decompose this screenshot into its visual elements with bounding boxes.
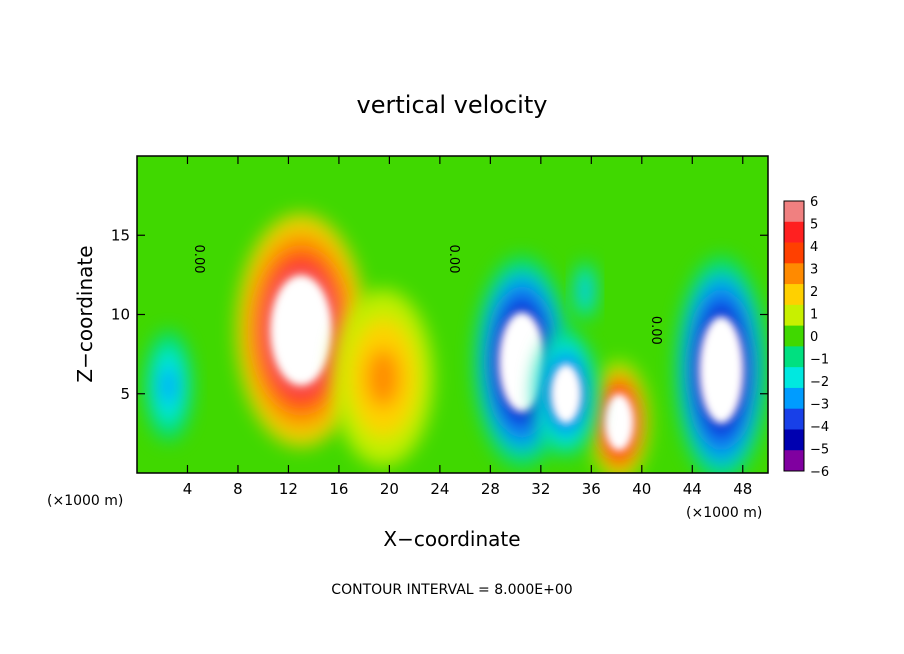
downdraft-core — [550, 364, 582, 424]
x-tick-label: 40 — [632, 480, 651, 498]
colorbar-label: −6 — [810, 465, 829, 480]
colorbar-swatch — [784, 325, 804, 347]
colorbar-swatch — [784, 304, 804, 327]
downdraft-band — [582, 285, 588, 296]
downdraft-cell — [144, 330, 193, 442]
x-tick-label: 28 — [481, 480, 500, 498]
colorbar-label: −5 — [810, 443, 829, 458]
x-tick-label: 16 — [329, 480, 348, 498]
x-unit-left: (×1000 m) — [47, 493, 123, 509]
x-tick-label: 48 — [733, 480, 752, 498]
y-axis: 5 10 15 — [111, 226, 768, 403]
chart-title: vertical velocity — [357, 91, 548, 119]
downdraft-core — [499, 312, 545, 412]
plot-background — [137, 156, 768, 473]
plot-area: 0.00 0.00 0.00 — [136, 155, 769, 474]
colorbar-swatch — [784, 387, 804, 410]
x-tick-label: 24 — [430, 480, 449, 498]
colorbar-swatch — [784, 242, 804, 264]
downdraft-core — [699, 316, 744, 424]
colorbar-swatch — [784, 408, 804, 430]
colorbar-label: −3 — [810, 398, 829, 413]
downdraft-band — [164, 376, 173, 396]
x-tick-label: 32 — [531, 480, 550, 498]
colorbar-label: −2 — [810, 375, 829, 390]
colorbar-label: 0 — [810, 330, 818, 345]
x-tick-label: 4 — [183, 480, 193, 498]
colorbar-frame — [783, 200, 805, 472]
colorbar-label: 3 — [810, 263, 818, 278]
colorbar-label: −4 — [810, 420, 829, 435]
x-unit-right: (×1000 m) — [686, 505, 762, 521]
x-tick-label: 44 — [683, 480, 702, 498]
y-axis-title: Z−coordinate — [73, 245, 97, 382]
x-tick-label: 36 — [582, 480, 601, 498]
y-tick-label: 5 — [120, 385, 130, 403]
colorbar-label: −1 — [810, 353, 829, 368]
x-tick-label: 8 — [233, 480, 243, 498]
velocity-field: 0.00 0.00 0.00 — [144, 213, 768, 473]
colorbar-swatch — [784, 429, 804, 451]
colorbar-swatch — [784, 450, 804, 472]
updraft-cell — [332, 289, 434, 467]
colorbar-label: 1 — [810, 308, 818, 323]
x-tick-label: 12 — [279, 480, 298, 498]
colorbar-label: 2 — [810, 285, 818, 300]
zero-contour-label: 0.00 — [446, 245, 461, 274]
colorbar-label: 6 — [810, 195, 818, 210]
colorbar-swatch — [784, 367, 804, 389]
colorbar-label: 4 — [810, 240, 818, 255]
colorbar: 6 5 4 3 2 1 0 −1 −2 −3 −4 −5 −6 — [783, 195, 829, 480]
colorbar-label: 5 — [810, 218, 818, 233]
updraft-core — [604, 393, 634, 451]
zero-contour-label: 0.00 — [648, 316, 663, 345]
y-tick-label: 10 — [111, 306, 130, 324]
y-tick-label: 15 — [111, 226, 130, 244]
updraft-band — [374, 363, 392, 393]
colorbar-swatch — [784, 201, 804, 223]
colorbar-swatch — [784, 284, 804, 306]
x-axis: 4 8 12 16 20 24 28 32 36 40 44 48 — [183, 156, 752, 498]
colorbar-swatch — [784, 346, 804, 368]
x-axis-title: X−coordinate — [383, 527, 520, 551]
downdraft-cell — [572, 260, 598, 322]
x-tick-label: 20 — [380, 480, 399, 498]
contour-interval-note: CONTOUR INTERVAL = 8.000E+00 — [331, 582, 572, 598]
colorbar-swatch — [784, 263, 804, 285]
updraft-core — [270, 275, 332, 386]
colorbar-swatch — [784, 221, 804, 243]
zero-contour-label: 0.00 — [191, 245, 206, 274]
